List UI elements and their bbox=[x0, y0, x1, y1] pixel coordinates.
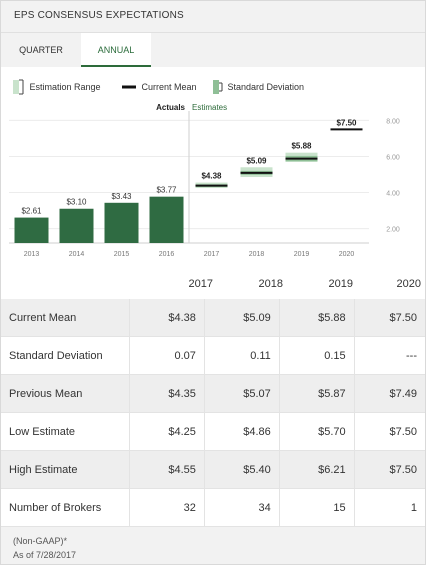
row-value-2018: $4.86 bbox=[203, 412, 280, 451]
y-tick-label: 4.00 bbox=[386, 191, 400, 198]
eps-chart-svg: 2.00 4.00 6.00 8.00 Actuals Estimates 2013 2014… bbox=[9, 103, 400, 258]
y-tick-label: 6.00 bbox=[386, 154, 400, 161]
row-value-2019: 15 bbox=[278, 488, 355, 527]
non-gaap-note: (Non-GAAP)* bbox=[13, 536, 68, 546]
row-value-2019: $5.70 bbox=[278, 412, 355, 451]
x-tick-label: 2018 bbox=[249, 251, 265, 258]
y-tick-label: 2.00 bbox=[386, 227, 400, 234]
row-value-2017: $4.55 bbox=[129, 450, 205, 489]
row-value-2018: $5.07 bbox=[203, 374, 280, 413]
legend-label-stdev: Standard Deviation bbox=[227, 81, 305, 92]
actual-eps-label: $3.77 bbox=[156, 186, 177, 195]
actuals-section-label: Actuals bbox=[156, 103, 185, 112]
estimate-mean-label: $7.50 bbox=[336, 118, 357, 127]
panel-title: EPS CONSENSUS EXPECTATIONS bbox=[14, 10, 184, 21]
y-tick-label: 8.00 bbox=[386, 118, 400, 125]
year-header-2020: 2020 bbox=[396, 278, 421, 290]
tab-quarter[interactable]: QUARTER bbox=[19, 45, 63, 55]
row-label: High Estimate bbox=[1, 450, 130, 489]
x-tick-label: 2016 bbox=[159, 251, 175, 258]
actual-eps-label: $2.61 bbox=[21, 207, 42, 216]
row-value-2020: $7.50 bbox=[353, 412, 425, 451]
row-value-2019: $6.21 bbox=[278, 450, 355, 489]
x-tick-label: 2020 bbox=[339, 251, 355, 258]
actual-eps-label: $3.10 bbox=[66, 198, 87, 207]
row-label: Previous Mean bbox=[1, 374, 130, 413]
row-value-2020: 1 bbox=[353, 488, 425, 527]
row-label: Standard Deviation bbox=[1, 336, 130, 375]
eps-chart: Estimation Range Current Mean Standard D… bbox=[1, 67, 425, 269]
estimates-table: Current Mean $4.38 $5.09 $5.88 $7.50 Standard… bbox=[1, 299, 425, 527]
table-row: Previous Mean $4.35 $5.07 $5.87 $7.49 bbox=[1, 374, 425, 413]
legend-label-mean: Current Mean bbox=[141, 81, 197, 92]
row-value-2020: $7.49 bbox=[353, 374, 425, 413]
panel-header: EPS CONSENSUS EXPECTATIONS bbox=[1, 1, 425, 33]
estimate-mean-label: $5.88 bbox=[291, 142, 312, 151]
table-row: Current Mean $4.38 $5.09 $5.88 $7.50 bbox=[1, 299, 425, 337]
legend-label-range: Estimation Range bbox=[29, 81, 101, 92]
row-value-2020: --- bbox=[353, 336, 425, 375]
row-value-2019: $5.88 bbox=[278, 299, 355, 337]
estimation-range-legend-icon bbox=[13, 79, 24, 95]
estimate-mean-label: $4.38 bbox=[201, 172, 222, 181]
table-row: Standard Deviation 0.07 0.11 0.15 --- bbox=[1, 336, 425, 375]
x-tick-label: 2019 bbox=[294, 251, 310, 258]
tab-annual[interactable]: ANNUAL bbox=[81, 33, 151, 67]
actual-eps-label: $3.43 bbox=[111, 192, 132, 201]
estimates-section-label: Estimates bbox=[192, 103, 227, 112]
x-tick-label: 2015 bbox=[114, 251, 130, 258]
standard-deviation-legend-icon bbox=[213, 79, 223, 94]
row-value-2017: $4.38 bbox=[129, 299, 205, 337]
year-header-2017: 2017 bbox=[188, 278, 213, 290]
period-tabs: QUARTER ANNUAL bbox=[1, 33, 425, 67]
x-tick-label: 2013 bbox=[24, 251, 40, 258]
row-value-2019: 0.15 bbox=[278, 336, 355, 375]
row-value-2018: $5.40 bbox=[203, 450, 280, 489]
year-header-2018: 2018 bbox=[258, 278, 283, 290]
legend-item-mean: Current Mean bbox=[121, 77, 197, 95]
row-value-2019: $5.87 bbox=[278, 374, 355, 413]
table-row: Number of Brokers 32 34 15 1 bbox=[1, 488, 425, 527]
row-value-2020: $7.50 bbox=[353, 299, 425, 337]
legend-item-stdev: Standard Deviation bbox=[211, 77, 304, 95]
panel-footer: (Non-GAAP)* As of 7/28/2017 bbox=[1, 531, 425, 564]
table-row: High Estimate $4.55 $5.40 $6.21 $7.50 bbox=[1, 450, 425, 489]
actual-eps-bar bbox=[14, 217, 49, 243]
actual-eps-bar bbox=[149, 196, 184, 243]
legend-item-range: Estimation Range bbox=[11, 77, 101, 95]
row-value-2017: $4.25 bbox=[129, 412, 205, 451]
year-header-2019: 2019 bbox=[328, 278, 353, 290]
row-value-2017: 32 bbox=[129, 488, 205, 527]
actual-eps-bar bbox=[104, 202, 139, 243]
row-label: Current Mean bbox=[1, 299, 130, 337]
row-value-2018: 34 bbox=[203, 488, 280, 527]
row-label: Number of Brokers bbox=[1, 488, 130, 527]
row-value-2017: 0.07 bbox=[129, 336, 205, 375]
current-mean-legend-icon bbox=[122, 85, 136, 89]
as-of-date: As of 7/28/2017 bbox=[13, 550, 77, 560]
table-row: Low Estimate $4.25 $4.86 $5.70 $7.50 bbox=[1, 412, 425, 451]
row-value-2020: $7.50 bbox=[353, 450, 425, 489]
x-tick-label: 2014 bbox=[69, 251, 85, 258]
row-value-2017: $4.35 bbox=[129, 374, 205, 413]
table-year-header: 2017 2018 2019 2020 bbox=[1, 269, 425, 299]
estimate-mean-label: $5.09 bbox=[246, 156, 267, 165]
row-value-2018: $5.09 bbox=[203, 299, 280, 337]
row-value-2018: 0.11 bbox=[203, 336, 280, 375]
actual-eps-bar bbox=[59, 208, 94, 243]
x-tick-label: 2017 bbox=[204, 251, 220, 258]
row-label: Low Estimate bbox=[1, 412, 130, 451]
